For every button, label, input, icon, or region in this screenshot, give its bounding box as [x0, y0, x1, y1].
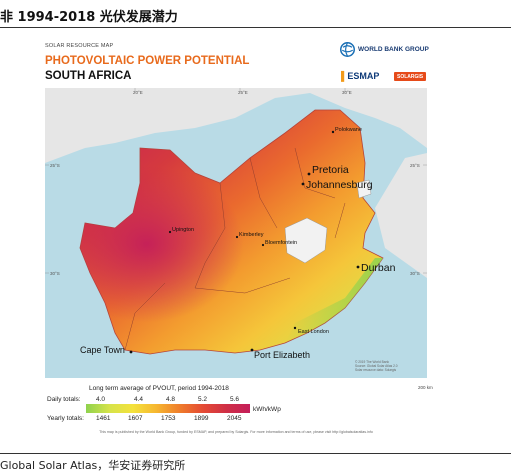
province-borders [124, 147, 346, 351]
marker-durban [356, 265, 360, 269]
map-credits: © 2019 The World Bank Source: Global Sol… [355, 360, 398, 372]
credit-line: Solar resource data: Solargis [355, 368, 397, 372]
marker-kimberley [235, 235, 239, 239]
marker-upington [168, 230, 172, 234]
legend-yearly-value: 2045 [227, 415, 242, 422]
label-port-elizabeth: Port Elizabeth [254, 350, 311, 360]
label-kimberley: Kimberley [239, 232, 264, 238]
map-country: SOUTH AFRICA [45, 70, 132, 82]
marker-east-london [293, 326, 297, 330]
marker-pretoria [307, 172, 311, 176]
world-bank-text: WORLD BANK GROUP [358, 46, 429, 53]
eswatini [356, 179, 372, 199]
legend-yearly-value: 1607 [128, 415, 143, 422]
label-polokwane: Polokwane [335, 127, 362, 133]
legend-title: Long term average of PVOUT, period 1994-… [89, 385, 229, 392]
esmap-logo: ▌ESMAP [341, 71, 380, 81]
bottom-rule [0, 453, 511, 454]
legend-daily-label: Daily totals: [47, 396, 81, 403]
map-headline: PHOTOVOLTAIC POWER POTENTIAL [45, 55, 250, 67]
legend-daily-value: 4.8 [166, 396, 176, 403]
source-note: Global Solar Atlas，华安证券研究所 [0, 459, 186, 472]
map-canvas [45, 88, 427, 387]
world-bank-logo: WORLD BANK GROUP [340, 42, 429, 57]
marker-johannesburg [301, 182, 305, 186]
lesotho [284, 217, 328, 264]
credit-line: Source: Global Solar Atlas 2.0 [355, 364, 398, 368]
marker-polokwane [331, 130, 335, 134]
legend-daily-value: 5.6 [230, 396, 240, 403]
neighbouring-countries [45, 88, 427, 163]
coord-25s-west: 25°S [50, 163, 60, 168]
label-cape-town: Cape Town [80, 345, 125, 355]
marker-bloemfontein [261, 243, 265, 247]
coord-30s-west: 30°S [50, 271, 60, 276]
credit-line: © 2019 The World Bank [355, 360, 389, 364]
coord-30s-east: 30°S [410, 271, 420, 276]
legend-color-bar [86, 404, 250, 413]
document-title: 非 1994-2018 光伏发展潜力 [0, 10, 178, 25]
top-rule [0, 27, 511, 28]
scale-label: 200 km [418, 385, 433, 390]
coord-25s-east: 25°S [410, 163, 420, 168]
globe-icon [340, 42, 355, 57]
mozambique-area [375, 153, 427, 278]
legend-daily-value: 4.0 [96, 396, 106, 403]
pv-potential-map: 20°E 25°E 30°E 25°S 30°S 25°S 30°S Polok… [45, 88, 427, 387]
high-irradiance-zone [80, 110, 383, 354]
label-upington: Upington [172, 227, 195, 233]
legend-yearly-label: Yearly totals: [47, 415, 84, 422]
graticule-ticks [45, 88, 427, 274]
esmap-text: ESMAP [347, 71, 380, 81]
solargis-logo: SOLARGIS [394, 72, 427, 81]
marker-port-elizabeth [250, 348, 254, 352]
label-east-london: East London [298, 329, 329, 335]
map-kicker: SOLAR RESOURCE MAP [45, 43, 114, 49]
legend-yearly-value: 1753 [161, 415, 176, 422]
city-markers [129, 130, 360, 354]
legend-yearly-value: 1461 [96, 415, 111, 422]
label-johannesburg: Johannesburg [306, 179, 373, 191]
legend-daily-value: 5.2 [198, 396, 208, 403]
coord-30e: 30°E [342, 90, 352, 95]
legend-daily-value: 4.4 [134, 396, 144, 403]
legend-gradient [86, 404, 250, 413]
legend-yearly-value: 1899 [194, 415, 209, 422]
label-pretoria: Pretoria [312, 164, 349, 176]
coord-20e: 20°E [133, 90, 143, 95]
legend-units: kWh/kWp [253, 406, 281, 413]
label-bloemfontein: Bloemfontein [265, 240, 298, 246]
east-coast-low-zone [285, 258, 383, 343]
map-footer-note: This map is published by the World Bank … [99, 430, 373, 434]
coord-25e: 25°E [238, 90, 248, 95]
label-durban: Durban [361, 262, 396, 274]
marker-cape-town [129, 350, 133, 354]
